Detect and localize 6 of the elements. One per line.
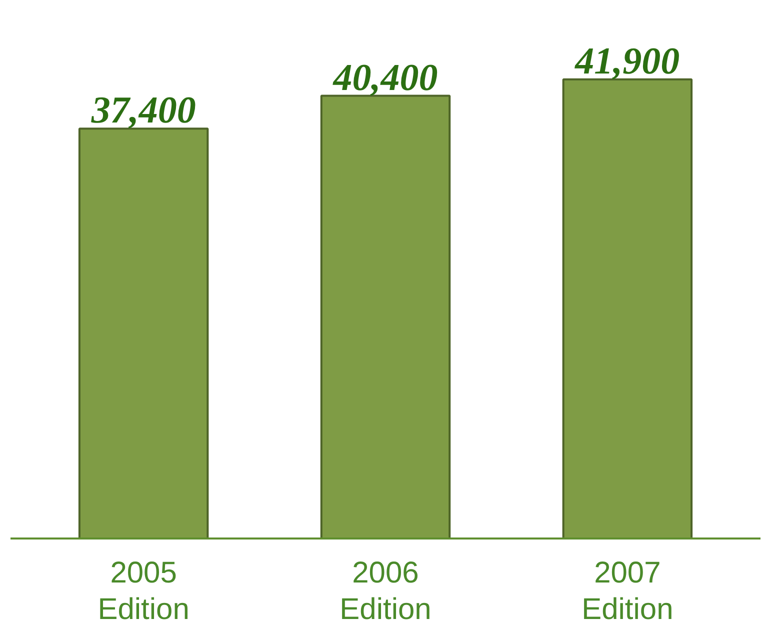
- x-tick-label: 2006 Edition: [340, 556, 432, 626]
- x-tick-label: 2007 Edition: [582, 556, 674, 626]
- data-label: 40,400: [332, 56, 438, 99]
- data-label: 41,900: [574, 40, 680, 82]
- data-label: 37,400: [90, 90, 196, 132]
- x-tick-label: 2005 Edition: [98, 556, 190, 626]
